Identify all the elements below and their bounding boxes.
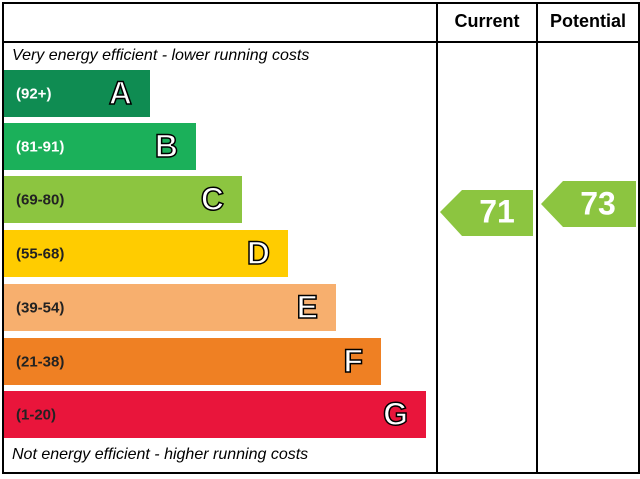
- bottom-note: Not energy efficient - higher running co…: [12, 446, 308, 463]
- potential-value: 73: [580, 185, 616, 221]
- band-letter: A: [109, 75, 132, 111]
- band-bar: [4, 176, 242, 223]
- band-range: (92+): [16, 85, 51, 102]
- band-letter: D: [247, 235, 270, 271]
- band-letter: G: [383, 396, 408, 432]
- band-range: (55-68): [16, 245, 64, 262]
- band-bar: [4, 284, 336, 331]
- top-note: Very energy efficient - lower running co…: [12, 47, 309, 64]
- band-bar: [4, 230, 288, 277]
- band-letter: C: [201, 181, 224, 217]
- band-range: (21-38): [16, 353, 64, 370]
- bands: (92+) A (81-91) B (69-80) C (55-68) D (39-54) E (2…: [4, 70, 426, 438]
- band-letter: E: [297, 289, 318, 325]
- band-bar: [4, 70, 150, 117]
- current-arrow: [440, 190, 533, 236]
- band-range: (1-20): [16, 406, 56, 423]
- band-letter: F: [343, 343, 363, 379]
- potential-header: Potential: [550, 11, 626, 31]
- band-range: (81-91): [16, 138, 64, 155]
- band-bar: [4, 391, 426, 438]
- band-range: (69-80): [16, 191, 64, 208]
- band-bar: [4, 338, 381, 385]
- current-value: 71: [479, 193, 515, 229]
- current-header: Current: [454, 11, 519, 31]
- potential-arrow: [541, 181, 636, 227]
- band-letter: B: [155, 128, 178, 164]
- band-range: (39-54): [16, 299, 64, 316]
- band-bar: [4, 123, 196, 170]
